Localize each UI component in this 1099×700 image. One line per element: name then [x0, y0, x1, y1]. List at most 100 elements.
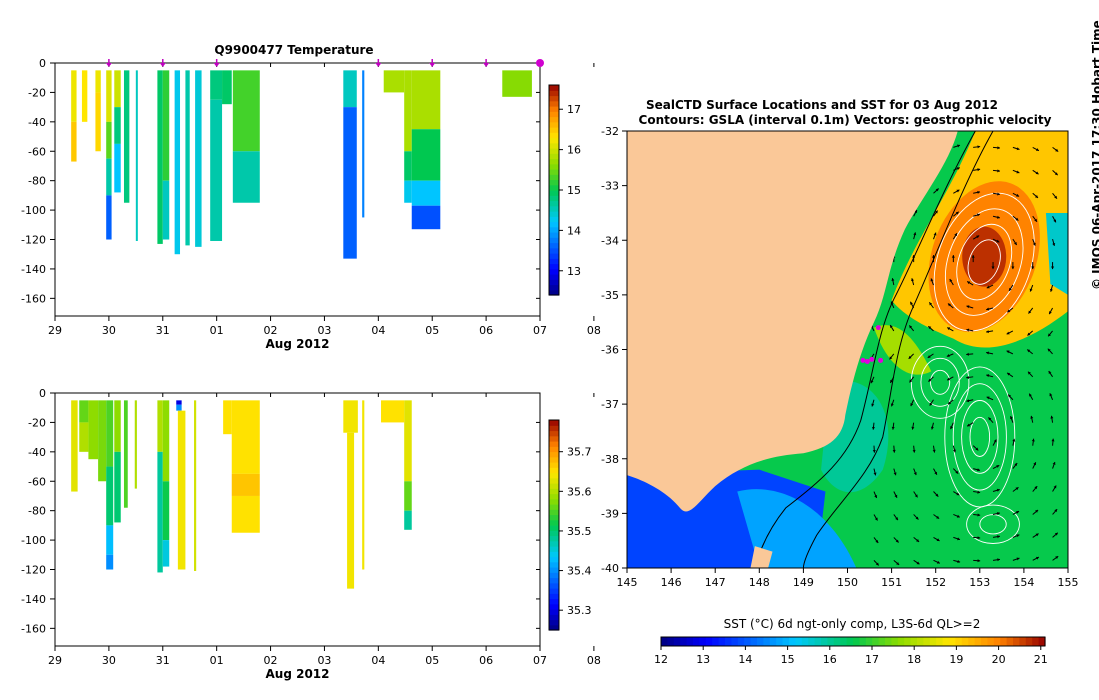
velocity-arrow-head	[1054, 532, 1058, 536]
sst-cool-east	[1045, 212, 1068, 295]
profile-4-band-1	[98, 400, 107, 482]
map-colorbar-segment	[776, 637, 784, 646]
velocity-arrow-head	[967, 281, 971, 285]
gsla-contour-mid-1	[930, 369, 951, 395]
velocity-arrow-head	[957, 559, 961, 563]
profile-20-band-4	[411, 205, 441, 230]
profile-13	[210, 70, 223, 241]
velocity-arrow-head	[956, 189, 960, 193]
gsla-contour-mid-3	[910, 345, 970, 419]
colorbar-segment	[549, 153, 559, 160]
profile-12-band-1	[177, 410, 186, 570]
profile-20-band-3	[411, 180, 441, 206]
x-tick-label: 08	[587, 654, 601, 667]
map-colorbar-segment	[859, 637, 867, 646]
profile-5-band-1	[114, 70, 121, 108]
profile-5-band-4	[106, 554, 114, 570]
colorbar-segment	[549, 619, 559, 626]
x-tick-label: 08	[587, 324, 601, 337]
map-colorbar-tick-label: 16	[823, 653, 837, 666]
velocity-arrow-head	[1034, 486, 1038, 490]
velocity-arrow-head	[1006, 331, 1010, 335]
map-colorbar-segment	[878, 637, 886, 646]
velocity-arrow-head	[1035, 195, 1038, 198]
profile-2-band-2	[79, 422, 89, 452]
profile-17-band-1	[347, 432, 355, 589]
velocity-arrow-head	[1052, 243, 1056, 246]
colorbar-segment	[549, 137, 559, 144]
velocity-arrow-head	[997, 169, 1000, 173]
profile-5-band-3	[106, 525, 114, 555]
colorbar-segment	[549, 509, 559, 516]
velocity-arrow-head	[997, 146, 1000, 150]
profile-6-band-2	[114, 451, 121, 523]
velocity-arrow-head	[986, 396, 990, 400]
colorbar-segment	[549, 284, 559, 291]
profile-9-band-1	[162, 70, 170, 181]
profile-10-band-1	[162, 400, 170, 482]
velocity-arrow-head	[951, 255, 955, 258]
profile-4-band-2	[106, 121, 112, 159]
map-colorbar-segment	[968, 637, 976, 646]
velocity-arrow-head	[910, 403, 914, 407]
velocity-arrow-head	[891, 278, 895, 282]
profile-14-band-1	[222, 70, 232, 105]
velocity-arrow-head	[874, 517, 878, 521]
velocity-arrow-head	[1031, 438, 1035, 442]
colorbar-segment	[549, 258, 559, 265]
y-tick-label: -120	[21, 234, 46, 247]
profile-20-band-1	[404, 400, 412, 482]
profile-7-band-1	[123, 400, 128, 508]
lat-tick-label: -39	[601, 507, 619, 520]
x-tick-label: 05	[425, 324, 439, 337]
map-colorbar-segment	[885, 637, 892, 646]
profile-16	[343, 400, 358, 433]
lat-tick-label: -33	[601, 180, 619, 193]
map-colorbar-segment	[744, 637, 752, 646]
profile-3	[95, 70, 101, 152]
temperature-title: Q9900477 Temperature	[214, 43, 373, 57]
profile-14-band-1	[223, 400, 232, 435]
colorbar-tick-label: 17	[567, 103, 581, 116]
map-colorbar-segment	[782, 637, 790, 646]
map-colorbar-segment	[981, 637, 988, 646]
velocity-arrow-head	[894, 494, 898, 498]
profile-7-band-1	[135, 70, 138, 241]
velocity-arrow-head	[930, 426, 934, 430]
velocity-arrow-head	[1049, 393, 1053, 397]
map-colorbar-tick-label: 15	[781, 653, 795, 666]
map-colorbar-segment	[949, 637, 956, 646]
map-colorbar-segment	[872, 637, 880, 646]
profile-17	[362, 70, 365, 218]
sst-warm-filament	[873, 325, 932, 375]
velocity-arrow-head	[966, 328, 970, 332]
velocity-arrow-head	[1049, 311, 1052, 315]
profile-9	[157, 400, 163, 573]
velocity-arrow-head	[952, 449, 956, 453]
map-colorbar-segment	[974, 637, 982, 646]
profile-11	[185, 70, 190, 246]
velocity-arrow-head	[993, 439, 997, 443]
map-colorbar-segment	[814, 637, 822, 646]
velocity-arrow-head	[929, 302, 933, 306]
profile-marker-head	[429, 63, 436, 67]
y-tick-label: -80	[28, 175, 46, 188]
lon-tick-label: 152	[925, 576, 946, 589]
map-colorbar-segment	[846, 637, 854, 646]
map-colorbar-segment	[1013, 637, 1020, 646]
colorbar-segment	[549, 498, 559, 505]
velocity-arrow-head	[909, 325, 913, 329]
velocity-arrow-head	[967, 423, 971, 427]
colorbar-segment	[549, 472, 559, 479]
velocity-arrow-head	[950, 426, 953, 430]
velocity-arrow-head	[915, 516, 919, 520]
velocity-arrow-head	[911, 278, 915, 282]
map-colorbar-segment	[1006, 637, 1014, 646]
profile-7	[123, 400, 128, 508]
y-tick-label: -100	[21, 204, 46, 217]
profile-marker-head	[105, 63, 112, 67]
velocity-arrow-head	[911, 426, 915, 430]
colorbar-segment	[549, 106, 559, 112]
y-tick-label: -80	[28, 505, 46, 518]
